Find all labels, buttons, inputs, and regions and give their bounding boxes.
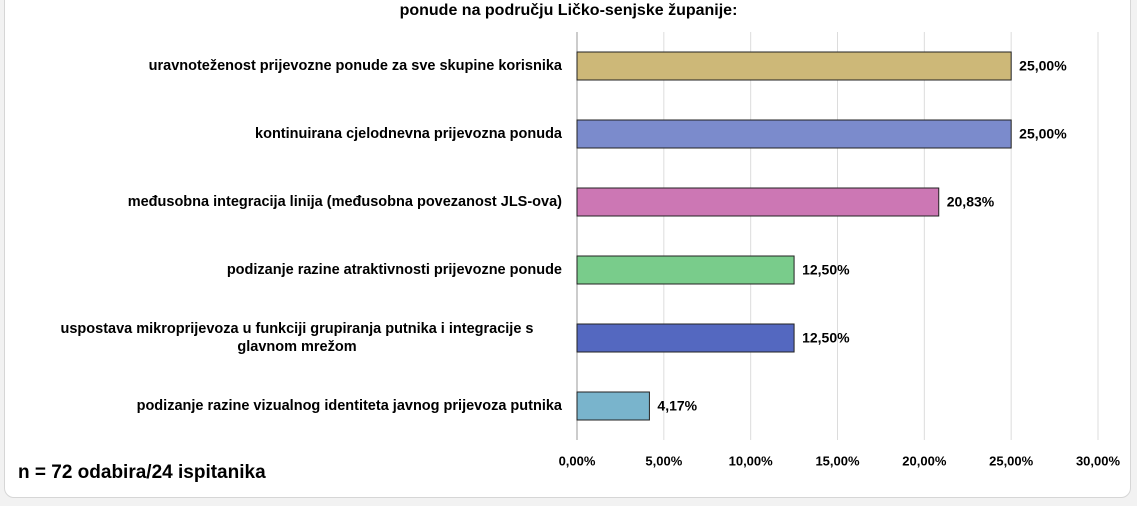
bar	[576, 255, 795, 285]
value-label: 4,17%	[657, 398, 697, 414]
bar	[576, 323, 795, 353]
category-label: međusobna integracija linija (međusobna …	[127, 194, 562, 210]
value-label: 25,00%	[1019, 58, 1067, 74]
card	[4, 0, 1131, 498]
category-label: podizanje razine atraktivnosti prijevozn…	[226, 262, 562, 278]
x-tick-label: 15,00%	[815, 453, 860, 468]
x-tick-label: 10,00%	[729, 453, 774, 468]
value-label: 12,50%	[802, 262, 850, 278]
x-tick-label: 25,00%	[989, 453, 1034, 468]
x-tick-label: 5,00%	[645, 453, 682, 468]
value-label: 20,83%	[947, 194, 995, 210]
value-label: 12,50%	[802, 330, 850, 346]
x-tick-label: 20,00%	[902, 453, 947, 468]
value-label: 25,00%	[1019, 126, 1067, 142]
chart-title: ponude na području Ličko-senjske županij…	[399, 2, 738, 19]
x-tick-label: 30,00%	[1076, 453, 1121, 468]
bar	[576, 119, 1012, 149]
category-label: kontinuirana cjelodnevna prijevozna ponu…	[255, 126, 562, 142]
x-tick-label: 0,00%	[559, 453, 596, 468]
bar	[576, 187, 940, 217]
category-label: podizanje razine vizualnog identiteta ja…	[136, 398, 562, 414]
category-label: uspostava mikroprijevoza u funkciji grup…	[60, 321, 534, 355]
category-label: uravnoteženost prijevozne ponude za sve …	[148, 58, 562, 74]
bar	[576, 51, 1012, 81]
sample-note: n = 72 odabira/24 ispitanika	[18, 462, 266, 483]
bar	[576, 391, 650, 421]
